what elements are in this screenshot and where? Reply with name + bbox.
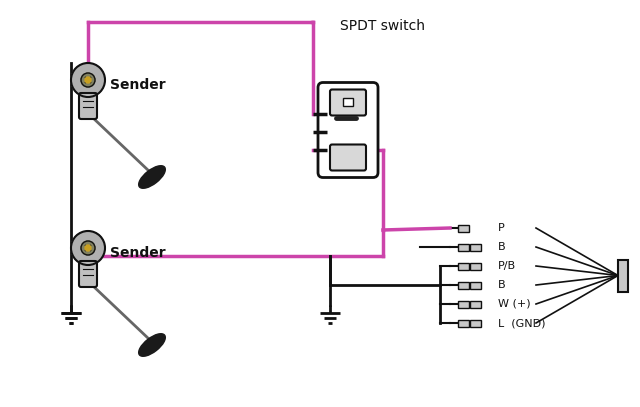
Circle shape [71, 63, 105, 97]
Text: B: B [498, 280, 506, 290]
Bar [458, 282, 469, 289]
Ellipse shape [139, 334, 165, 356]
Bar [470, 263, 481, 269]
Text: Sender: Sender [110, 246, 166, 260]
Text: Sender: Sender [110, 78, 166, 92]
Bar [458, 243, 469, 250]
Text: SPDT switch: SPDT switch [340, 19, 425, 33]
Circle shape [71, 231, 105, 265]
Text: B: B [498, 242, 506, 252]
Circle shape [85, 77, 91, 83]
Bar [470, 319, 481, 326]
Bar [458, 263, 469, 269]
Text: L  (GND): L (GND) [498, 318, 545, 328]
Bar [470, 282, 481, 289]
FancyBboxPatch shape [330, 144, 366, 171]
Text: P/B: P/B [498, 261, 516, 271]
Bar [458, 319, 469, 326]
FancyBboxPatch shape [330, 90, 366, 116]
Circle shape [81, 241, 95, 255]
Bar [458, 300, 469, 308]
FancyBboxPatch shape [79, 261, 97, 287]
Bar [343, 98, 353, 105]
FancyBboxPatch shape [318, 83, 378, 177]
FancyBboxPatch shape [79, 93, 97, 119]
Text: P: P [498, 223, 505, 233]
Bar [458, 225, 469, 232]
Text: W (+): W (+) [498, 299, 531, 309]
Circle shape [85, 245, 91, 251]
Bar [470, 243, 481, 250]
Bar [470, 300, 481, 308]
Circle shape [81, 73, 95, 87]
Bar [618, 260, 628, 291]
Ellipse shape [139, 166, 165, 188]
